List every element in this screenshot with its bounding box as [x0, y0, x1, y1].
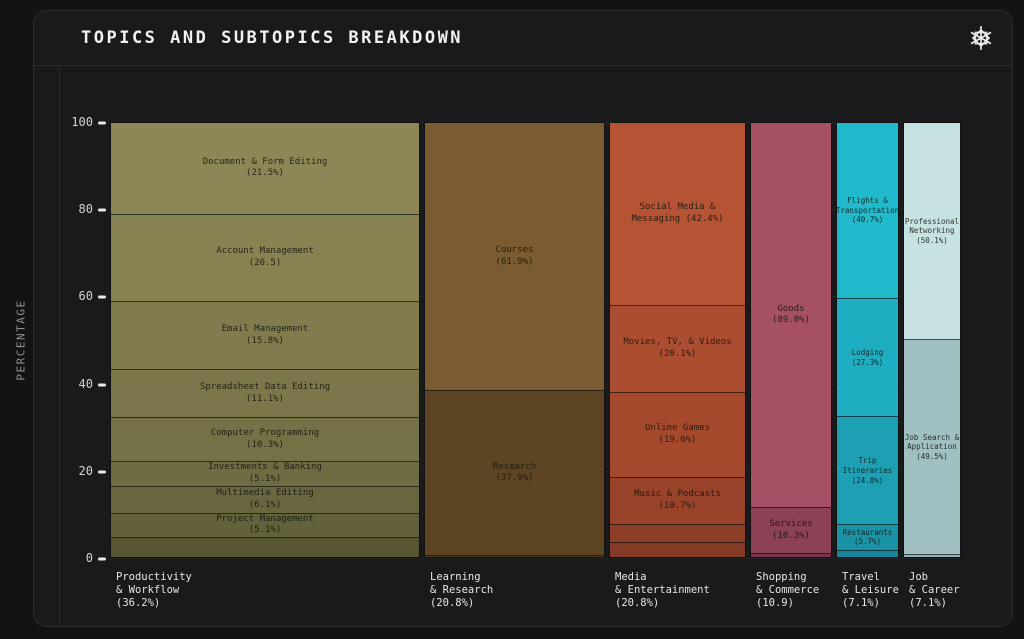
chart-segment[interactable]: Movies, TV, & Videos (20.1%) [610, 304, 745, 393]
segment-label: Restaurants (5.7%) [842, 527, 893, 547]
segment-label: Project Management (5.1%) [216, 513, 314, 536]
chart-segment[interactable]: Investments & Banking (5.1%) [111, 461, 419, 486]
chart-segment[interactable]: Job Search & Application (49.5%) [904, 339, 960, 555]
segment-label: Music & Podcasts (10.7%) [634, 489, 721, 512]
chart-column: Social Media & Messaging (42.4%) Movies, … [609, 122, 746, 558]
segment-label: Goods (89.0%) [772, 303, 810, 326]
north-star-icon [966, 23, 996, 53]
y-axis-title: PERCENTAGE [14, 299, 28, 381]
chart-segment[interactable]: Trip Itineraries (24.8%) [837, 416, 898, 525]
chart-segment[interactable]: Research (37.9%) [425, 390, 604, 556]
chart-segment[interactable]: Online Games (19.6%) [610, 392, 745, 478]
segment-label: Job Search & Application (49.5%) [904, 432, 960, 462]
chart-segment[interactable]: Flights & Transportation (40.7%) [836, 123, 899, 299]
grid-line [110, 558, 961, 559]
segment-label: Account Management (20.5) [216, 246, 314, 269]
card-header: TOPICS AND SUBTOPICS BREAKDOWN [34, 11, 1012, 66]
y-tick-label: 60 [78, 289, 93, 304]
axis-rail-divider [59, 66, 60, 627]
chart-column: Professional Networking (50.1%) Job Searc… [903, 122, 961, 558]
column-axis-label: Shopping & Commerce (10.9) [756, 571, 820, 609]
segment-label: Professional Networking (50.1%) [904, 216, 960, 246]
y-tick-mark [98, 295, 106, 299]
segment-label: Investments & Banking (5.1%) [208, 462, 322, 485]
chart-segment[interactable]: Goods (89.0%) [751, 123, 831, 508]
chart-segment[interactable]: Email Management (15.8%) [111, 301, 419, 370]
chart-segment[interactable]: Restaurants (5.7%) [837, 524, 898, 550]
chart-segment[interactable] [425, 555, 604, 557]
chart-segment[interactable]: Professional Networking (50.1%) [904, 123, 960, 340]
y-tick-mark [98, 208, 106, 212]
y-tick-mark [98, 557, 106, 561]
segment-label: Online Games (19.6%) [644, 423, 711, 446]
segment-label: Spreadsheet Data Editing (11.1%) [199, 381, 331, 404]
column-axis-label: Learning & Research (20.8%) [430, 571, 494, 609]
chart-column: Goods (89.0%) Services (10.3%) [750, 122, 832, 558]
segment-label: Email Management (15.8%) [221, 324, 309, 346]
y-tick-label: 0 [85, 551, 93, 565]
chart-segment[interactable]: Lodging (27.3%) [837, 298, 898, 417]
y-tick-label: 20 [78, 463, 93, 478]
column-axis-label: Travel & Leisure (7.1%) [842, 571, 899, 609]
chart-segment[interactable] [751, 552, 831, 557]
chart-segment[interactable] [837, 549, 898, 557]
segment-label: Flights & Transportation (40.7%) [836, 195, 899, 225]
y-tick-mark [98, 470, 106, 474]
chart-column: Courses (61.9%) Research (37.9%) [424, 122, 605, 558]
chart-segment[interactable] [610, 542, 745, 557]
chart-segment[interactable] [111, 537, 419, 557]
chart-segment[interactable]: Computer Programming (10.3%) [111, 416, 419, 462]
chart-segment[interactable]: Multimedia Editing (6.1%) [111, 485, 419, 513]
y-tick-label: 80 [78, 202, 93, 217]
segment-label: Lodging (27.3%) [851, 347, 884, 367]
chart-segment[interactable]: Document & Form Editing (21.5%) [111, 123, 419, 214]
chart-segment[interactable]: Project Management (5.1%) [111, 512, 419, 537]
segment-label: Social Media & Messaging (42.4%) [631, 202, 724, 224]
chart-segment[interactable]: Account Management (20.5) [111, 213, 419, 302]
segment-label: Services (10.3%) [769, 519, 813, 541]
y-tick-mark [98, 121, 106, 125]
column-axis-label: Job & Career (7.1%) [909, 571, 960, 609]
segment-label: Multimedia Editing (6.1%) [216, 488, 314, 510]
chart-title: TOPICS AND SUBTOPICS BREAKDOWN [81, 28, 464, 48]
chart-column: Flights & Transportation (40.7%) Lodging … [836, 122, 899, 558]
segment-label: Courses (61.9%) [495, 245, 534, 267]
segment-label: Research (37.9%) [492, 461, 537, 484]
column-axis-label: Productivity & Workflow (36.2%) [116, 571, 192, 609]
y-tick-mark [98, 383, 106, 387]
chart-segment[interactable]: Social Media & Messaging (42.4%) [610, 123, 745, 305]
chart-segment[interactable]: Music & Podcasts (10.7%) [610, 477, 745, 525]
y-tick-label: 100 [71, 115, 93, 129]
segment-label: Document & Form Editing (21.5%) [202, 156, 328, 179]
segment-label: Movies, TV, & Videos (20.1%) [623, 337, 732, 359]
column-axis-label: Media & Entertainment (20.8%) [615, 571, 710, 609]
chart-segment[interactable] [904, 554, 960, 557]
chart-column: Document & Form Editing (21.5%) Account M… [110, 122, 420, 558]
chart-segment[interactable] [610, 524, 745, 543]
segment-label: Trip Itineraries (24.8%) [842, 456, 893, 485]
chart-segment[interactable]: Spreadsheet Data Editing (11.1%) [111, 369, 419, 417]
y-tick-label: 40 [78, 376, 93, 391]
segment-label: Computer Programming (10.3%) [210, 428, 320, 450]
chart-segment[interactable]: Courses (61.9%) [425, 123, 604, 391]
chart-segment[interactable]: Services (10.3%) [751, 507, 831, 553]
